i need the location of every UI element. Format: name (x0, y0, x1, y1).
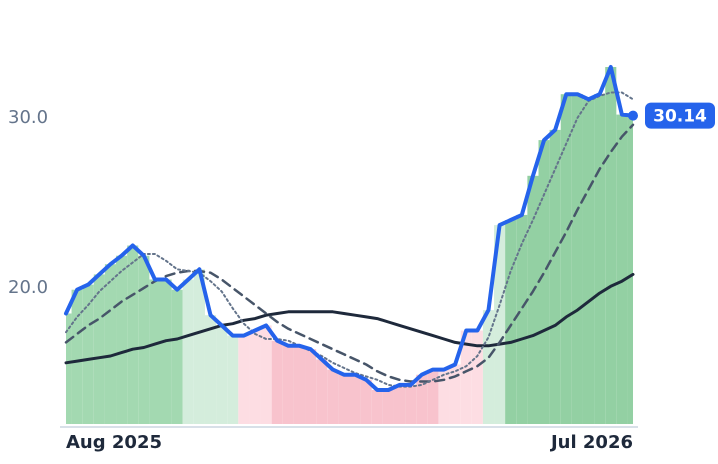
regime-bar (316, 359, 328, 424)
regime-bar (82, 284, 94, 424)
regime-bar (605, 67, 617, 424)
regime-bar (127, 245, 139, 424)
y-tick-label: 20.0 (8, 277, 48, 298)
regime-bar (416, 374, 428, 424)
regime-bar (138, 255, 150, 424)
regime-bar (449, 364, 461, 424)
regime-bar (560, 94, 572, 424)
regime-bar (66, 313, 72, 424)
regime-bar (516, 214, 528, 424)
regime-bar (438, 369, 450, 424)
regime-bar (104, 264, 117, 424)
x-tick-label: Jul 2026 (549, 432, 633, 453)
regime-bar (327, 369, 339, 424)
regime-bar (427, 369, 439, 424)
value-label: 30.14 (653, 107, 707, 127)
regime-bar (171, 289, 183, 424)
regime-bar (182, 279, 194, 424)
regime-bar (371, 390, 383, 424)
regime-bar (71, 289, 83, 424)
regime-bar (216, 325, 228, 424)
x-tick-label: Aug 2025 (66, 432, 162, 453)
regime-bar (505, 220, 517, 424)
value-badge (645, 102, 715, 129)
line-3 (64, 272, 635, 365)
regime-bar (549, 129, 561, 424)
regime-bar (527, 175, 539, 424)
last-point (628, 110, 638, 121)
regime-bar (249, 330, 261, 424)
regime-bar (393, 384, 406, 424)
regime-bar (382, 390, 394, 424)
regime-bar (305, 349, 317, 424)
regime-bar (260, 325, 272, 424)
regime-bar (93, 274, 105, 424)
line-1 (65, 91, 634, 388)
regime-bar (482, 310, 495, 424)
regime-bar (204, 315, 217, 424)
regime-bar (405, 384, 417, 424)
regime-bar (494, 225, 506, 424)
regime-bar (594, 94, 606, 424)
regime-bar (149, 279, 161, 424)
regime-bar (116, 255, 128, 424)
regime-bar (627, 115, 633, 425)
regime-bar (271, 340, 283, 424)
regime-bar (338, 374, 350, 424)
regime-bar (193, 269, 205, 424)
regime-bar (360, 379, 372, 424)
regime-bar (616, 114, 628, 424)
regime-bar (238, 335, 250, 424)
regime-bar (227, 335, 239, 424)
line-0 (64, 65, 635, 392)
regime-bar (582, 99, 595, 425)
y-tick-label: 30.0 (8, 107, 48, 128)
regime-bar (349, 374, 361, 424)
regime-bar (282, 345, 294, 424)
regime-bar (460, 330, 472, 424)
regime-bar (571, 94, 583, 424)
regime-bar (160, 279, 172, 424)
regime-bar (471, 330, 483, 424)
regime-bar (293, 345, 306, 424)
regime-bar (538, 140, 550, 424)
